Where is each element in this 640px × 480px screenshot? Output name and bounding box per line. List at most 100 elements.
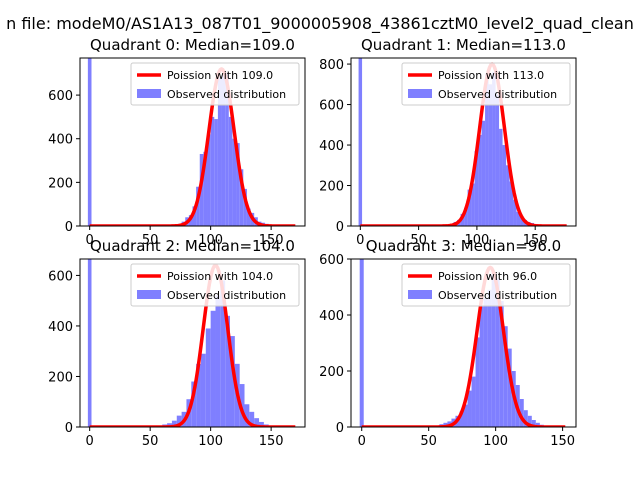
y-tick-label: 0 (336, 421, 344, 436)
histogram-bar (507, 348, 512, 427)
x-tick-label: 100 (483, 434, 508, 449)
x-tick-label: 100 (198, 233, 223, 248)
y-tick-label: 400 (48, 133, 73, 148)
poisson-curve (359, 62, 568, 226)
histogram-bar (236, 143, 240, 226)
histogram-bar (495, 94, 500, 226)
subplot-quadrant-3: 0 50 100 150 0 200 400 600 Quadrant 3: Median=96… (319, 237, 577, 449)
y-tick-label: 600 (319, 99, 344, 114)
y-tick-label: 600 (48, 89, 73, 104)
figure-title: n file: modeM0/AS1A13_087T01_9000005908_… (6, 14, 634, 34)
histogram-bar (492, 72, 496, 226)
histogram-bar (228, 116, 233, 226)
legend-observed-swatch (408, 89, 432, 98)
histogram-bar (516, 211, 521, 226)
x-tick-label: 150 (550, 434, 575, 449)
histogram-bar (502, 145, 507, 226)
histogram-bar (243, 188, 247, 226)
histogram-bar (481, 120, 486, 226)
histogram-bar (487, 289, 492, 427)
histogram-bar (520, 215, 524, 226)
histogram-bar (259, 421, 264, 427)
legend-poisson-label: Poission with 104.0 (167, 270, 273, 283)
x-tick-label: 50 (142, 233, 159, 248)
axes-frame (350, 57, 577, 227)
y-tick-label: 600 (319, 253, 344, 268)
histogram-bar (225, 73, 229, 226)
histogram-bar (459, 411, 464, 427)
x-tick-label: 100 (464, 233, 489, 248)
histogram-bar (239, 169, 244, 226)
legend-poisson-label: Poission with 109.0 (167, 69, 273, 82)
histogram-bar (535, 422, 540, 427)
histogram-bar (203, 151, 208, 226)
histogram-bar (475, 337, 480, 427)
histogram-bar (479, 306, 484, 427)
y-tick-label: 0 (336, 220, 344, 235)
histogram-bar (249, 411, 255, 427)
histogram-bar (230, 336, 235, 427)
plot-area (359, 259, 566, 427)
x-tick-label: 150 (259, 434, 284, 449)
poisson-curve (361, 265, 566, 427)
histogram-bar (485, 74, 489, 226)
legend: Poission with 96.0 Observed distribution (401, 263, 571, 307)
axes-frame (350, 258, 577, 428)
histogram-bar (215, 295, 221, 427)
histogram-bar (220, 280, 226, 427)
histogram-bar (499, 301, 504, 427)
y-tick-label: 0 (65, 220, 73, 235)
histogram-bar-zero-spike (358, 58, 363, 226)
x-tick-label: 50 (420, 434, 437, 449)
histogram-bar (176, 415, 182, 427)
subplot-quadrant-1: 0 50 100 150 0 200 400 600 800 Quadrant 1: Median… (319, 36, 577, 248)
y-tick-label: 200 (319, 365, 344, 380)
histogram-bar (467, 390, 472, 427)
histogram-bar (207, 134, 211, 226)
histogram-bar (196, 363, 201, 427)
histogram-bar (495, 278, 500, 427)
histogram-bar (200, 353, 206, 427)
legend-poisson-label: Poission with 113.0 (438, 69, 544, 82)
histogram-bar (506, 165, 510, 226)
legend: Poission with 109.0 Observed distribution (130, 62, 300, 106)
axes-frame (79, 57, 306, 227)
y-tick-label: 200 (48, 176, 73, 191)
histogram-bar-zero-spike (87, 259, 92, 427)
histogram-bar (191, 381, 197, 427)
histogram-bar (531, 420, 536, 427)
histogram-bar (503, 326, 508, 427)
x-tick-label: 150 (523, 233, 548, 248)
histogram-bar (210, 116, 215, 226)
axes-frame (79, 258, 306, 428)
histogram-bar (467, 189, 472, 226)
y-tick-label: 600 (48, 269, 73, 284)
histogram-bar (210, 310, 216, 427)
histogram-bar (171, 420, 177, 427)
legend-observed-label: Observed distribution (438, 88, 557, 101)
legend-box (130, 62, 300, 106)
y-tick-label: 400 (48, 320, 73, 335)
y-tick-label: 200 (48, 370, 73, 385)
x-tick-label: 0 (358, 434, 366, 449)
histogram-bar (499, 128, 503, 226)
histogram-bar (463, 404, 468, 427)
y-tick-label: 200 (319, 180, 344, 195)
histogram-bar (254, 418, 260, 427)
x-tick-label: 0 (356, 233, 364, 248)
histogram-bar (471, 183, 475, 226)
legend-observed-swatch (137, 290, 161, 299)
histogram-bar (214, 119, 218, 226)
legend-observed-label: Observed distribution (167, 88, 286, 101)
histogram-bar-zero-spike (87, 58, 92, 226)
plot-area (358, 58, 568, 226)
x-tick-label: 50 (410, 233, 427, 248)
poisson-curve (89, 67, 296, 226)
subplot-title: Quadrant 1: Median=113.0 (361, 36, 566, 54)
histogram-bar (221, 75, 226, 226)
legend: Poission with 104.0 Observed distribution (130, 263, 300, 307)
histogram-bar (519, 399, 524, 427)
histogram-bar (471, 376, 476, 427)
histogram-bar (225, 315, 230, 427)
